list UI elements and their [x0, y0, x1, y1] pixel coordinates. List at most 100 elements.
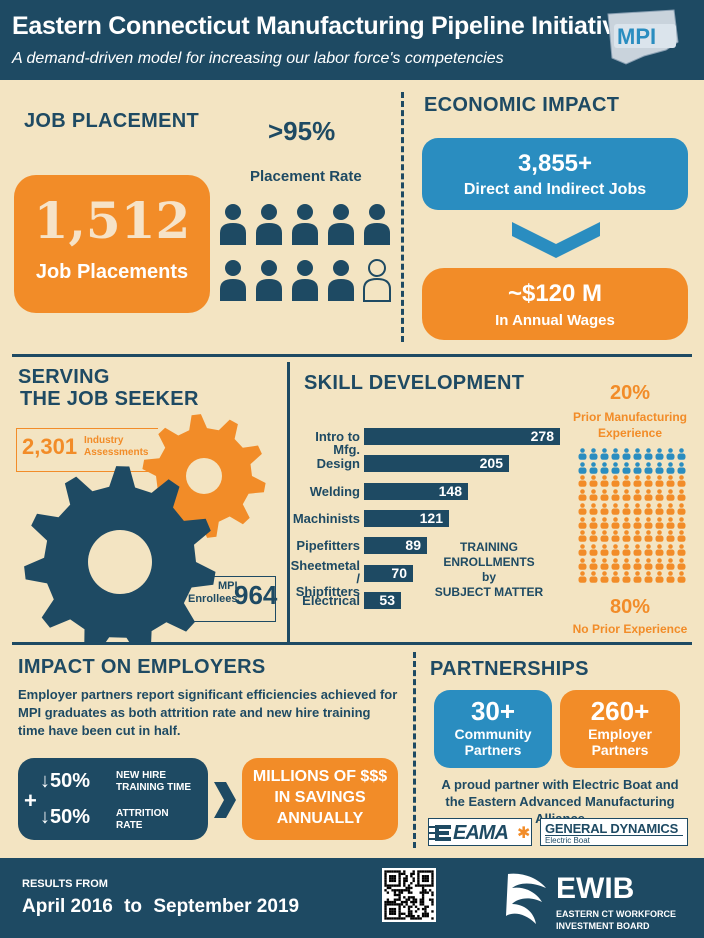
prior-person-icon [633, 461, 642, 474]
bar-label: Pipefitters [296, 538, 360, 554]
annual-wages-label: In Annual Wages [495, 312, 615, 329]
no-prior-person-icon [666, 530, 675, 542]
no-prior-person-icon [611, 516, 620, 529]
bar: 70 [364, 564, 413, 582]
no-prior-person-icon [666, 544, 675, 556]
no-prior-person-icon [655, 571, 664, 584]
no-prior-person-icon [611, 544, 620, 556]
date-range: April 2016 to September 2019 [22, 896, 299, 918]
ewib-subtitle-1: EASTERN CT WORKFORCE [556, 909, 676, 919]
ewib-subtitle: EASTERN CT WORKFORCE INVESTMENT BOARD [556, 908, 676, 932]
economic-impact-heading: ECONOMIC IMPACT [424, 94, 620, 116]
no-prior-person-icon [655, 475, 664, 488]
employer-partners-label-2: Partners [591, 742, 649, 758]
employers-description: Employer partners report significant eff… [18, 687, 398, 738]
no-prior-person-icon [644, 571, 653, 584]
no-prior-person-icon [644, 557, 653, 570]
training-time-value: ↓50% [40, 770, 91, 792]
job-seeker-heading-line1: SERVING [18, 366, 110, 388]
prior-person-icon [644, 448, 653, 460]
prior-person-icon [611, 448, 620, 460]
no-prior-person-icon [622, 530, 631, 542]
attrition-value: ↓50% [40, 806, 91, 828]
placement-rate-label: Placement Rate [250, 168, 362, 185]
no-prior-person-icon [600, 489, 609, 501]
no-prior-person-icon [677, 557, 686, 570]
no-prior-person-icon [600, 530, 609, 542]
no-prior-person-icon [578, 489, 587, 501]
efficiency-stats-box: + ↓50% NEW HIRE TRAINING TIME ↓50% ATTRI… [18, 758, 208, 840]
assessments-value: 2,301 [22, 434, 78, 459]
direct-jobs-box: 3,855+ Direct and Indirect Jobs [422, 138, 688, 210]
no-prior-person-icon [655, 489, 664, 501]
no-prior-person-icon [600, 516, 609, 529]
no-prior-person-icon [611, 571, 620, 584]
no-prior-person-icon [600, 475, 609, 488]
qr-code-icon[interactable] [382, 868, 436, 922]
no-prior-person-icon [589, 557, 598, 570]
prior-person-icon [655, 461, 664, 474]
ewib-logo-text: EWIB [556, 872, 635, 905]
assessments-label-1: Industry [84, 435, 124, 446]
prior-person-icon [655, 448, 664, 460]
bar: 205 [364, 455, 509, 473]
chevron-right-icon [214, 782, 236, 818]
eama-logo: EAMA ✱ [428, 818, 532, 846]
enrollees-value: 964 [234, 580, 278, 610]
assessments-bracket [16, 428, 158, 472]
prior-label-2: Experience [597, 426, 663, 440]
placement-rate-people [218, 203, 398, 313]
chart-caption-4: SUBJECT MATTER [434, 585, 544, 599]
person-filled-icon [292, 204, 318, 245]
no-prior-person-icon [578, 544, 587, 556]
no-prior-person-icon [589, 571, 598, 584]
attrition-label-2: RATE [116, 820, 143, 831]
assessments-label-2: Assessments [84, 447, 149, 458]
no-prior-person-icon [622, 557, 631, 570]
bar-label: Design [316, 456, 360, 472]
no-prior-pct: 80% [609, 596, 651, 618]
no-prior-person-icon [666, 502, 675, 515]
annual-wages-box: ~$120 M In Annual Wages [422, 268, 688, 340]
person-filled-icon [256, 260, 282, 301]
no-prior-person-icon [611, 557, 620, 570]
savings-line-2: IN SAVINGS [274, 789, 366, 806]
person-filled-icon [292, 260, 318, 301]
no-prior-person-icon [611, 475, 620, 488]
direct-jobs-value: 3,855+ [517, 150, 593, 177]
enrollees-label: MPI Enrollees [188, 580, 238, 606]
no-prior-person-icon [633, 489, 642, 501]
prior-person-icon [622, 448, 631, 460]
community-partners-label-1: Community [454, 726, 532, 742]
community-partners-label: Community Partners [434, 726, 552, 758]
no-prior-person-icon [644, 475, 653, 488]
chart-caption-3: by [481, 570, 496, 584]
gd-logo-subtext: Electric Boat [545, 836, 590, 845]
community-partners-label-2: Partners [464, 742, 522, 758]
bar: 148 [364, 482, 468, 500]
person-filled-icon [256, 204, 282, 245]
divider-1 [12, 354, 692, 357]
divider-mid [287, 362, 290, 642]
prior-person-icon [600, 448, 609, 460]
no-prior-person-icon [655, 502, 664, 515]
no-prior-person-icon [600, 544, 609, 556]
no-prior-person-icon [589, 544, 598, 556]
plus-icon: + [24, 788, 37, 813]
no-prior-person-icon [655, 544, 664, 556]
prior-person-icon [600, 461, 609, 474]
job-placements-box: 1,512 Job Placements [14, 175, 210, 313]
prior-person-icon [578, 461, 587, 474]
job-seeker-heading-line2: THE JOB SEEKER [20, 388, 199, 410]
no-prior-person-icon [622, 489, 631, 501]
no-prior-person-icon [622, 571, 631, 584]
prior-person-icon [611, 461, 620, 474]
ewib-subtitle-2: INVESTMENT BOARD [556, 921, 650, 931]
bar-label: Intro to Mfg. [315, 429, 360, 457]
chevron-down-icon [512, 222, 600, 258]
no-prior-person-icon [578, 557, 587, 570]
prior-person-icon [677, 461, 686, 474]
no-prior-person-icon [633, 530, 642, 542]
enrollees-label-1: MPI [217, 580, 238, 592]
employers-heading: IMPACT ON EMPLOYERS [18, 656, 266, 678]
